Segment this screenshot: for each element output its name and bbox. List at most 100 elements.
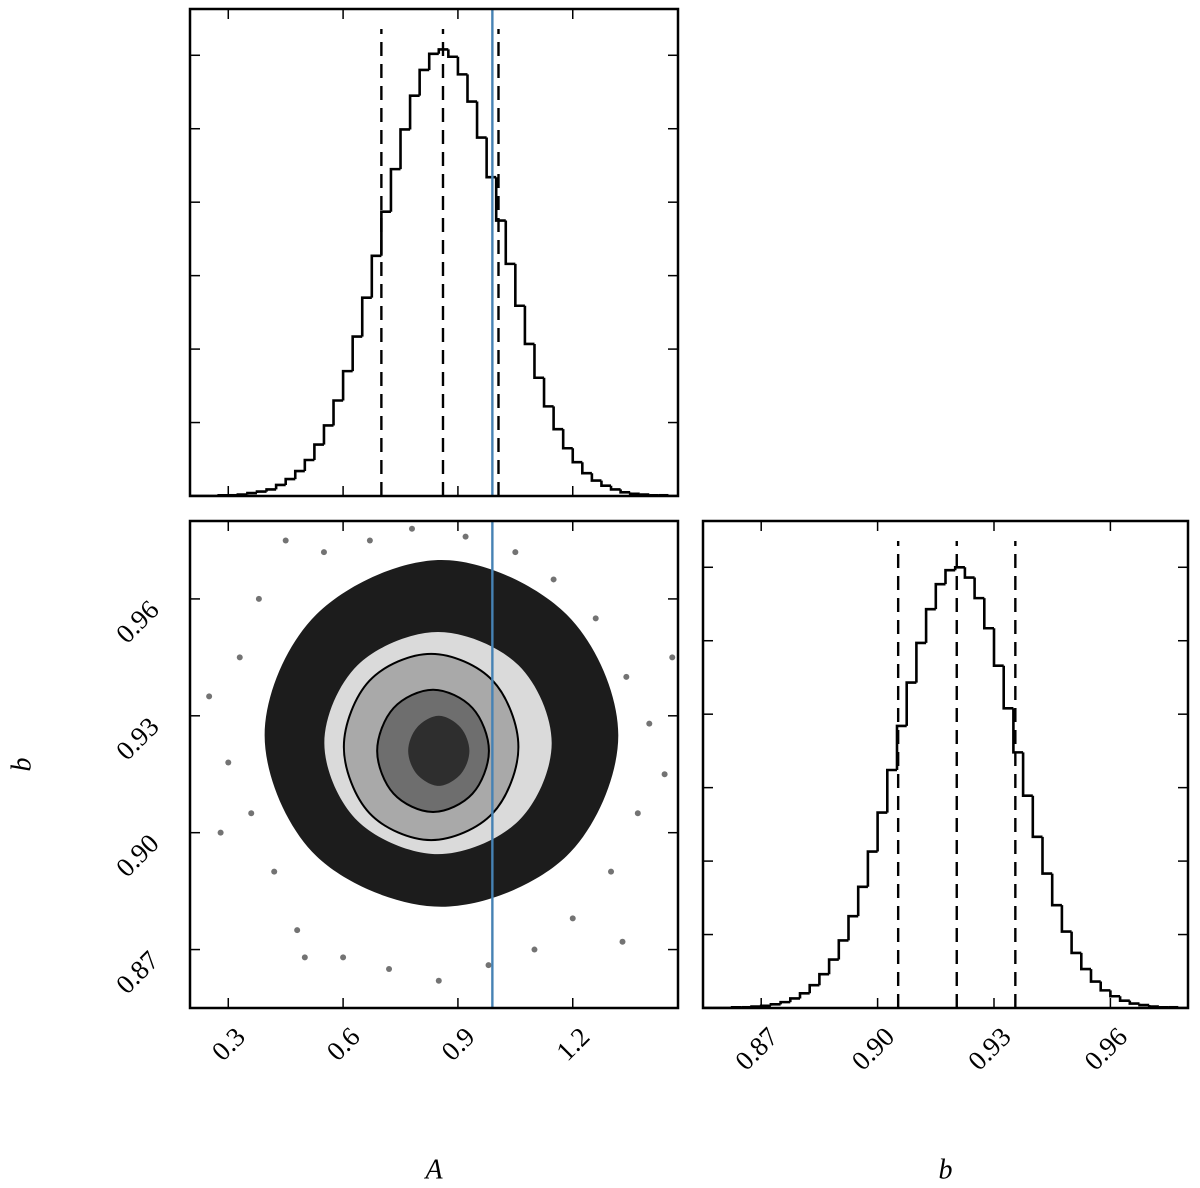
histogram-bin <box>313 443 324 461</box>
panel: 0.87 0.90 0.93 0.96 b <box>701 519 1190 1185</box>
histogram-bin <box>370 254 382 298</box>
histogram-bin <box>571 448 583 464</box>
histogram-bin <box>789 997 800 1003</box>
histogram-bin <box>798 992 810 999</box>
plot-area <box>190 9 678 496</box>
sample-point <box>217 829 224 836</box>
panel-frame <box>188 7 680 498</box>
histogram-bin <box>542 377 554 408</box>
histogram-bin <box>293 469 305 480</box>
panel <box>188 7 680 498</box>
x-tick-label: 0.87 <box>729 1021 784 1076</box>
x-tick-label: 0.96 <box>1078 1021 1133 1076</box>
x-tick-label: 0.3 <box>206 1021 251 1066</box>
histogram-bin <box>590 473 602 482</box>
histogram-bin <box>284 477 296 485</box>
histogram-bin <box>360 296 372 337</box>
histogram-bin <box>1060 905 1072 933</box>
x-tick-label: 0.9 <box>435 1021 480 1066</box>
plot-area <box>703 541 1188 1008</box>
histogram-bin <box>504 220 516 266</box>
histogram-bin <box>837 939 849 960</box>
histogram-bin <box>437 48 449 54</box>
histogram-bin <box>322 424 334 445</box>
sample-point <box>531 946 538 953</box>
histogram-bin <box>466 74 478 103</box>
histogram-bin <box>1012 708 1024 754</box>
histogram-bin <box>1147 1005 1159 1008</box>
histogram-bin <box>475 101 487 139</box>
histogram-bin <box>1050 873 1062 907</box>
histogram-bin <box>992 628 1004 668</box>
histogram-bin <box>1041 836 1053 875</box>
histogram-bin <box>399 128 411 170</box>
histogram-bin <box>246 491 257 495</box>
sample-point <box>646 720 653 727</box>
histogram-bin <box>427 52 439 70</box>
sample-point <box>669 654 676 661</box>
panel: 0.3 0.6 0.9 1.2 0.87 0.90 0.93 0.96 Ab <box>6 519 680 1185</box>
x-tick-label: 0.6 <box>321 1021 366 1066</box>
histogram-bin <box>523 305 535 346</box>
histogram-bin <box>827 958 839 975</box>
histogram-bin <box>303 458 315 472</box>
sample-point <box>282 537 289 544</box>
histogram-bin <box>332 399 344 426</box>
sample-point <box>340 954 347 961</box>
histogram-bin <box>915 641 927 683</box>
histogram-bin <box>856 885 868 917</box>
histogram-bin <box>769 1003 781 1006</box>
histogram-bin <box>886 768 897 813</box>
x-tick-label: 1.2 <box>550 1021 595 1066</box>
histogram-bin <box>380 210 391 256</box>
histogram-bin <box>255 490 267 494</box>
sample-point <box>206 693 213 700</box>
histogram-bin <box>953 565 965 571</box>
panel-frame <box>701 519 1190 1010</box>
histogram-bin <box>1109 990 1121 998</box>
histogram-bin <box>494 177 506 222</box>
sample-point <box>366 537 373 544</box>
sample-point <box>255 595 262 602</box>
histogram-bin <box>389 167 401 212</box>
histogram-bin <box>905 681 917 726</box>
sample-point <box>661 771 668 778</box>
sample-point <box>462 533 469 540</box>
histogram-bin <box>1128 1000 1140 1005</box>
histogram-bin <box>973 577 985 600</box>
histogram-bin <box>808 983 820 994</box>
histogram-bin <box>351 335 363 372</box>
histogram-bin <box>818 972 830 986</box>
histogram-bin <box>341 369 353 401</box>
y-tick-label: 0.93 <box>110 711 165 766</box>
histogram-bin <box>561 429 573 450</box>
sample-point <box>550 576 557 583</box>
y-tick-label: 0.90 <box>110 828 165 883</box>
histogram-bin <box>847 914 859 941</box>
histogram-bin <box>1089 969 1101 983</box>
x-axis-label: b <box>939 1154 953 1185</box>
sample-point <box>634 810 641 817</box>
histogram-bin <box>1031 795 1043 839</box>
sample-point <box>320 549 327 556</box>
sample-point <box>271 868 278 875</box>
histogram-bin <box>408 94 420 130</box>
x-axis-label: A <box>423 1154 443 1185</box>
sample-point <box>512 549 519 556</box>
sample-point <box>225 759 232 766</box>
histogram-bin <box>1080 952 1091 971</box>
y-axis-label: b <box>6 758 37 772</box>
histogram-bin <box>418 68 430 96</box>
sample-point <box>569 915 576 922</box>
histogram-bin <box>600 480 612 488</box>
histogram-bin <box>1070 931 1082 955</box>
sample-point <box>301 954 308 961</box>
sample-point <box>248 810 255 817</box>
histogram-bin <box>552 406 564 431</box>
histogram-bin <box>944 568 956 585</box>
histogram-bin <box>1118 996 1130 1002</box>
histogram-bin <box>628 492 640 496</box>
histogram-bin <box>533 343 545 380</box>
sample-point <box>608 868 615 875</box>
histogram-bin <box>447 49 458 59</box>
